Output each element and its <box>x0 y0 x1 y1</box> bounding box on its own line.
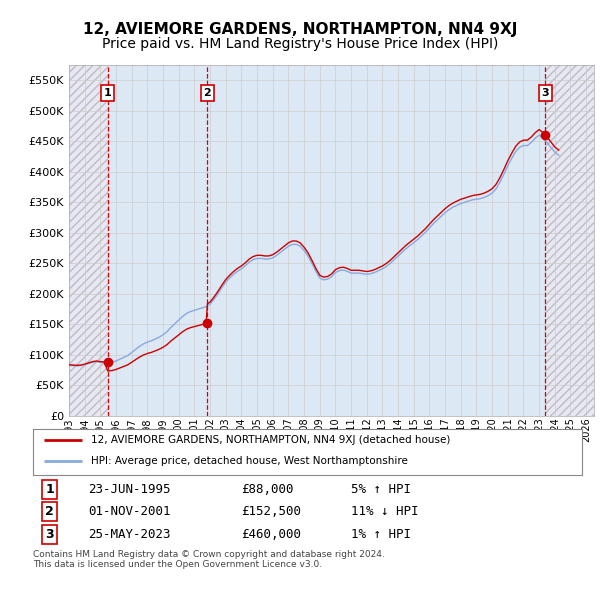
Text: 1% ↑ HPI: 1% ↑ HPI <box>352 528 412 541</box>
Text: 11% ↓ HPI: 11% ↓ HPI <box>352 505 419 519</box>
Text: £152,500: £152,500 <box>242 505 302 519</box>
Text: 5% ↑ HPI: 5% ↑ HPI <box>352 483 412 496</box>
Text: 01-NOV-2001: 01-NOV-2001 <box>88 505 170 519</box>
Text: 1: 1 <box>45 483 54 496</box>
Bar <box>69 65 108 416</box>
Bar <box>208 65 545 416</box>
Text: £88,000: £88,000 <box>242 483 294 496</box>
Text: 25-MAY-2023: 25-MAY-2023 <box>88 528 170 541</box>
Text: 2: 2 <box>203 88 211 98</box>
Bar <box>108 65 208 416</box>
Text: Price paid vs. HM Land Registry's House Price Index (HPI): Price paid vs. HM Land Registry's House … <box>102 37 498 51</box>
Text: £460,000: £460,000 <box>242 528 302 541</box>
Text: 3: 3 <box>45 528 54 541</box>
Text: 12, AVIEMORE GARDENS, NORTHAMPTON, NN4 9XJ (detached house): 12, AVIEMORE GARDENS, NORTHAMPTON, NN4 9… <box>91 435 450 445</box>
Text: 3: 3 <box>541 88 549 98</box>
Text: 1: 1 <box>104 88 112 98</box>
Text: Contains HM Land Registry data © Crown copyright and database right 2024.
This d: Contains HM Land Registry data © Crown c… <box>33 550 385 569</box>
Bar <box>545 65 594 416</box>
Text: 23-JUN-1995: 23-JUN-1995 <box>88 483 170 496</box>
Text: HPI: Average price, detached house, West Northamptonshire: HPI: Average price, detached house, West… <box>91 456 407 466</box>
Text: 2: 2 <box>45 505 54 519</box>
Bar <box>69 65 108 416</box>
Bar <box>545 65 594 416</box>
Text: 12, AVIEMORE GARDENS, NORTHAMPTON, NN4 9XJ: 12, AVIEMORE GARDENS, NORTHAMPTON, NN4 9… <box>83 22 517 37</box>
